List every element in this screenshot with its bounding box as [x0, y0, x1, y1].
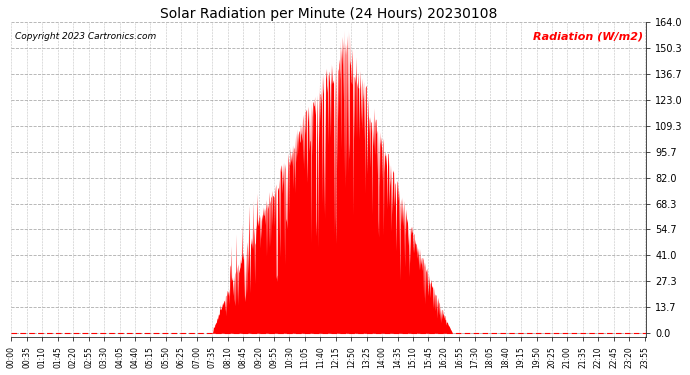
Text: Radiation (W/m2): Radiation (W/m2) — [533, 32, 643, 42]
Title: Solar Radiation per Minute (24 Hours) 20230108: Solar Radiation per Minute (24 Hours) 20… — [160, 7, 497, 21]
Text: Copyright 2023 Cartronics.com: Copyright 2023 Cartronics.com — [14, 32, 156, 40]
